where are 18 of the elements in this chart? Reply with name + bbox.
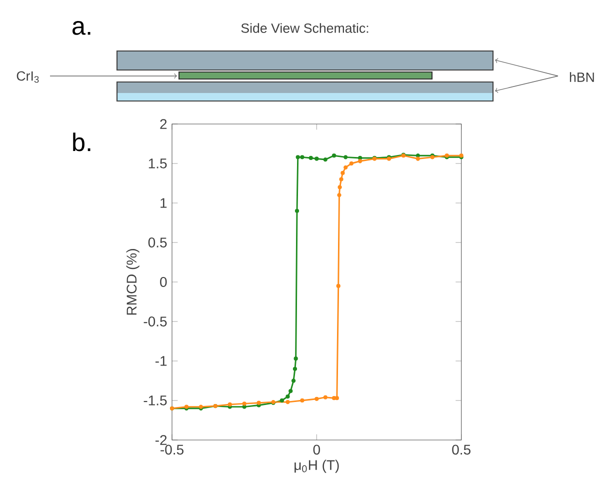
- x-tick-label: 0: [313, 444, 320, 455]
- y-tick-label: -0.5: [144, 316, 167, 326]
- y-tick-label: 0: [160, 277, 167, 287]
- text: CrI$_{3}$: [16, 71, 39, 83]
- x-axis-title: μ$_{0}$H (T): [294, 460, 339, 473]
- y-tick-label: 1.5: [148, 158, 167, 168]
- text: hBN: [570, 72, 594, 82]
- y-axis-title: RMCD (%): [126, 249, 140, 315]
- y-tick-label: -1: [155, 356, 167, 366]
- text: a.: [72, 21, 90, 35]
- y-tick-label: 0.5: [148, 238, 167, 248]
- y-tick-label: 1: [160, 198, 167, 208]
- y-tick-label: -2: [155, 435, 167, 445]
- text: Side View Schematic:: [241, 23, 368, 33]
- x-tick-label: 0.5: [452, 444, 470, 455]
- y-tick-label: 2: [160, 119, 167, 129]
- text: b.: [73, 132, 90, 152]
- y-tick-label: -1.5: [144, 396, 167, 406]
